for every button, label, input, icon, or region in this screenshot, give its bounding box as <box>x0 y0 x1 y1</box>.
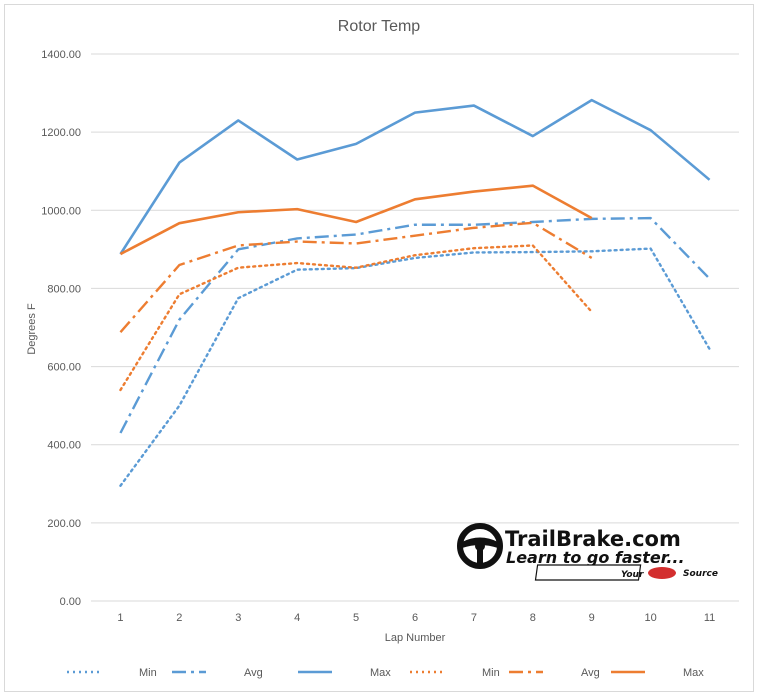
series-line-1-avg <box>119 216 711 434</box>
aim-badge: Your Source <box>534 564 718 581</box>
x-tick-label: 8 <box>530 612 536 624</box>
legend-label: Avg <box>244 667 263 679</box>
logo-brand-text: TrailBrake.com <box>505 527 681 551</box>
legend-label: Max <box>683 667 704 679</box>
logo-tagline: Learn to go faster... <box>506 548 685 567</box>
chart-title: Rotor Temp <box>338 18 421 35</box>
legend: Min Avg Max Min Avg Max <box>67 667 704 679</box>
legend-label: Avg <box>581 667 600 679</box>
series-line-5-max <box>119 184 593 256</box>
y-tick-labels: 0.00 200.00 400.00 600.00 800.00 1000.00 1200.… <box>41 49 81 608</box>
y-tick-label: 0.00 <box>60 596 81 608</box>
x-tick-label: 10 <box>645 612 657 624</box>
x-tick-label: 4 <box>294 612 300 624</box>
x-tick-label: 1 <box>117 612 123 624</box>
series-line-4-avg <box>119 221 593 333</box>
legend-label: Max <box>370 667 391 679</box>
x-tick-label: 11 <box>704 612 715 624</box>
series-line-2-max <box>119 98 711 255</box>
y-tick-label: 1200.00 <box>41 127 81 139</box>
legend-label: Min <box>139 667 157 679</box>
gridlines <box>91 53 739 602</box>
badge-source-text: Source <box>683 569 718 579</box>
y-tick-label: 1400.00 <box>41 49 81 61</box>
badge-your-text: Your <box>621 570 644 580</box>
x-tick-label: 7 <box>471 612 477 624</box>
y-axis-label: Degrees F <box>26 303 38 355</box>
y-tick-label: 200.00 <box>47 518 81 530</box>
steering-wheel-icon <box>457 523 503 569</box>
x-tick-labels: 1 2 3 4 5 6 7 8 9 10 11 <box>117 612 715 624</box>
aim-logo-icon <box>648 567 676 579</box>
x-tick-label: 6 <box>412 612 418 624</box>
series-line-3-min <box>119 244 593 392</box>
x-tick-label: 3 <box>235 612 241 624</box>
x-tick-label: 5 <box>353 612 359 624</box>
legend-label: Min <box>482 667 500 679</box>
x-tick-label: 9 <box>589 612 595 624</box>
y-tick-label: 400.00 <box>47 440 81 452</box>
x-tick-label: 2 <box>176 612 182 624</box>
y-tick-label: 600.00 <box>47 362 81 374</box>
y-tick-label: 1000.00 <box>41 205 81 217</box>
y-tick-label: 800.00 <box>47 283 81 295</box>
trailbrake-logo: TrailBrake.com Learn to go faster... You… <box>457 523 718 581</box>
series-lines <box>119 98 711 487</box>
series-line-0-min <box>119 247 711 487</box>
x-axis-label: Lap Number <box>385 632 446 644</box>
